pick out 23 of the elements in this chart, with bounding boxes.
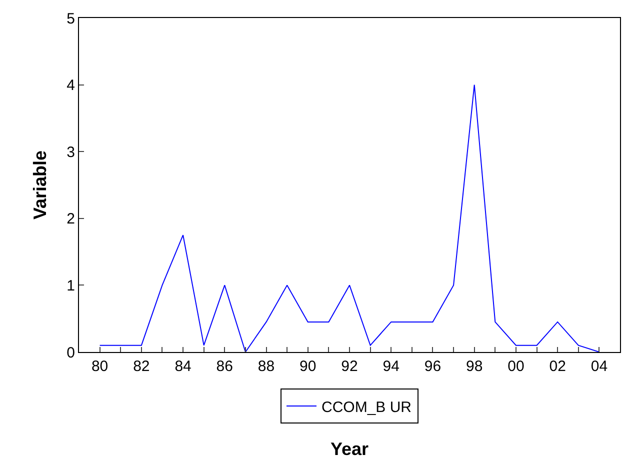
x-tick-label: 80 bbox=[91, 358, 108, 375]
y-tick-label: 5 bbox=[66, 10, 75, 28]
y-tick-label: 4 bbox=[66, 77, 75, 94]
y-tick-label: 2 bbox=[66, 210, 75, 228]
line-series bbox=[99, 84, 600, 352]
x-tick-label: 84 bbox=[174, 358, 192, 375]
x-tick-label: 96 bbox=[424, 358, 442, 375]
x-tick-label: 90 bbox=[300, 358, 316, 375]
y-tick-label: 3 bbox=[66, 144, 75, 161]
x-tick-label: 92 bbox=[341, 358, 358, 375]
x-tick-label: 82 bbox=[133, 358, 150, 375]
x-tick-label: 94 bbox=[382, 358, 400, 375]
x-tick-label: 88 bbox=[258, 358, 275, 375]
x-tick-label: 98 bbox=[466, 358, 483, 375]
y-axis-title: Variable bbox=[30, 150, 50, 220]
x-tick-label: 86 bbox=[216, 358, 233, 375]
x-tick-label: 04 bbox=[590, 358, 608, 375]
x-axis-title: Year bbox=[330, 439, 369, 460]
legend-label: CCOM_B UR bbox=[322, 398, 412, 416]
x-tick-label: 02 bbox=[549, 358, 566, 375]
y-tick-label: 1 bbox=[66, 277, 75, 294]
y-tick-label: 0 bbox=[66, 344, 75, 362]
x-tick-label: 00 bbox=[508, 358, 524, 375]
